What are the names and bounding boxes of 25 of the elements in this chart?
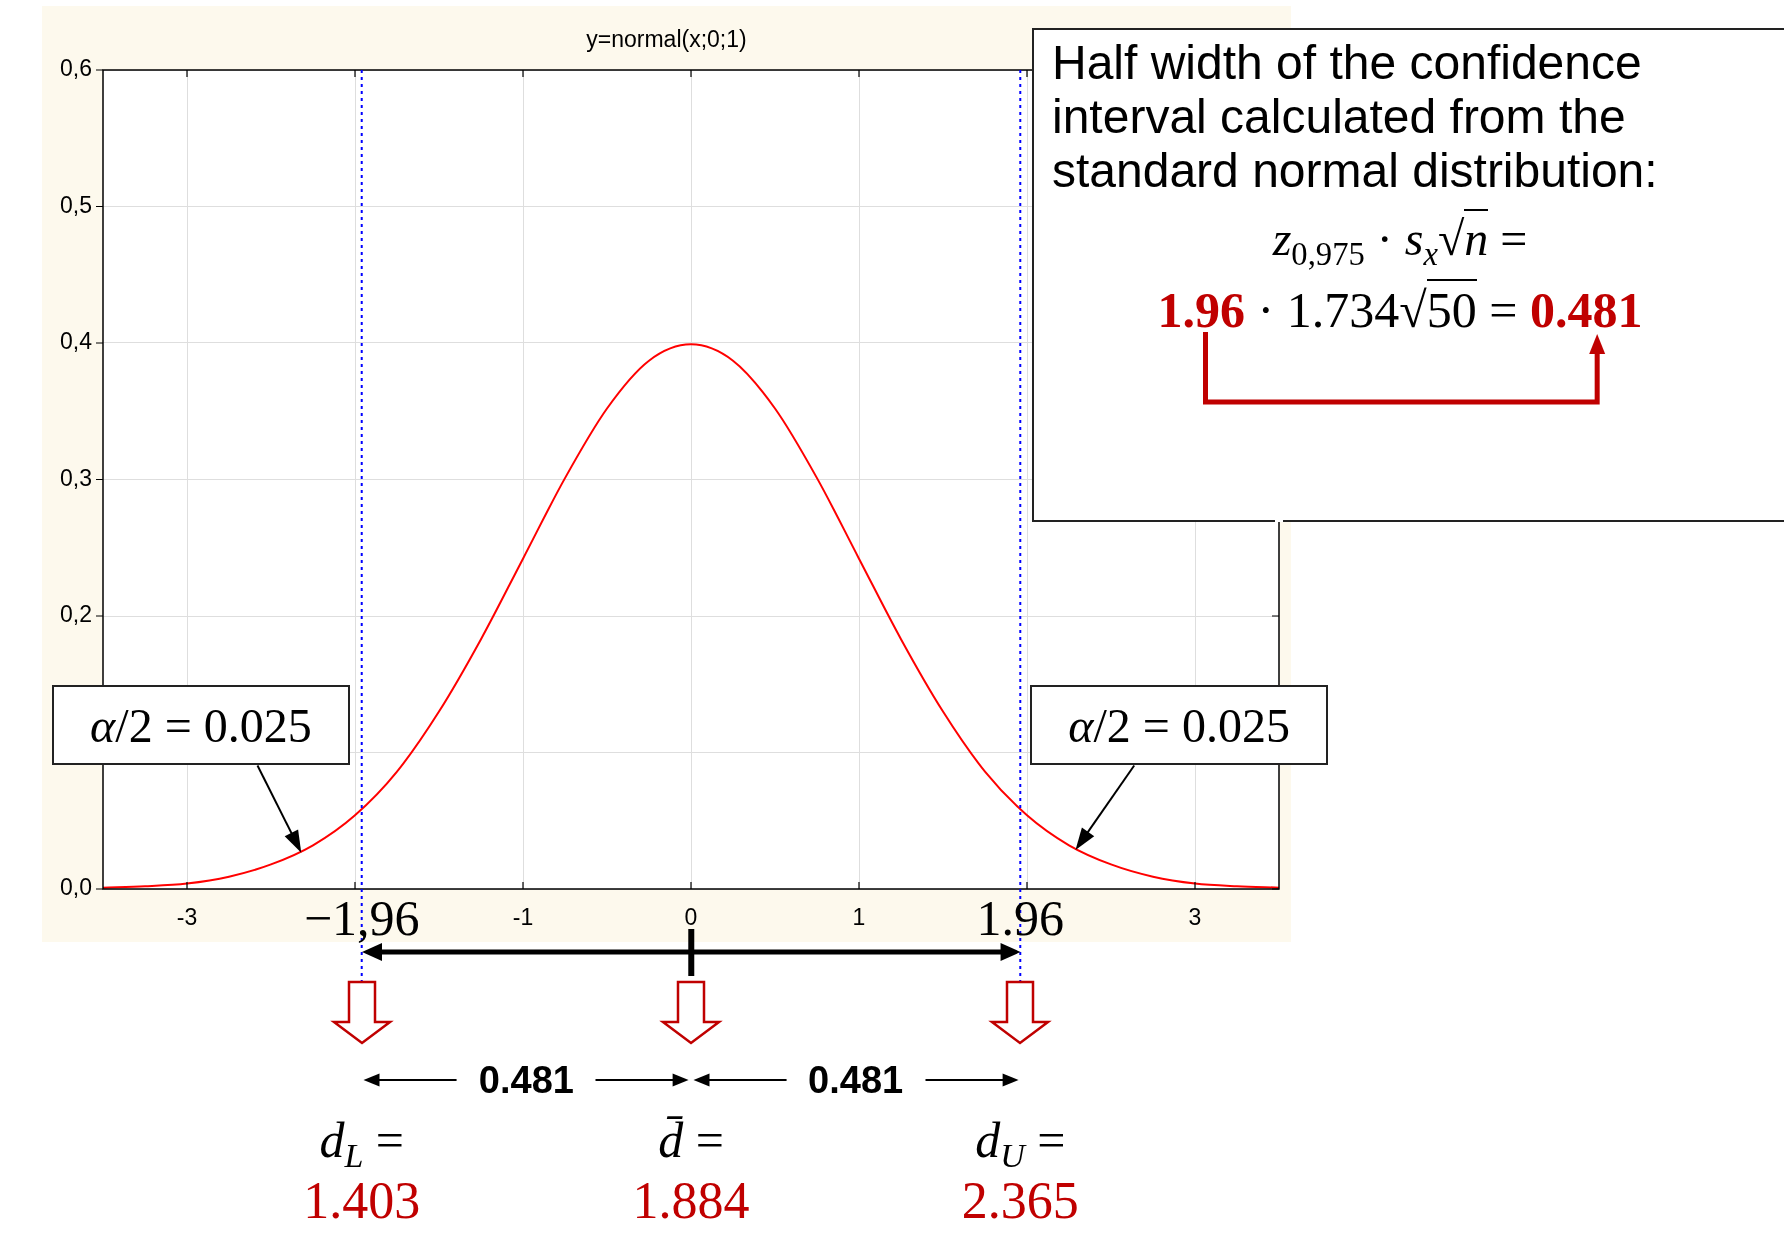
y-tick-label: 0,4: [60, 328, 93, 355]
chart-title: y=normal(x;0;1): [586, 25, 747, 53]
x-tick-label: 1: [852, 904, 866, 931]
ref-line-label: 1.96: [976, 890, 1065, 946]
text: 1.884: [632, 1170, 750, 1230]
annotation: α/2 = 0.025: [1068, 697, 1290, 753]
x-tick-label: 3: [1188, 904, 1202, 931]
x-tick-label: 0: [684, 904, 698, 931]
ref-line-label: −1,96: [303, 890, 420, 946]
y-tick-label: 0,0: [60, 874, 92, 901]
text: 0.481: [1529, 282, 1643, 338]
annotation: α/2 = 0.025: [90, 697, 312, 753]
annotation: z$_{0,975}$ · s$_{x}$√n =: [1272, 210, 1528, 272]
x-tick-label: -3: [176, 904, 198, 931]
annotation: 1.96: [1157, 282, 1246, 338]
x-tick-label: -1: [512, 904, 534, 931]
y-tick-label: 0,3: [60, 464, 92, 491]
text: d̄ =: [658, 1111, 724, 1169]
y-tick-label: 0,5: [60, 191, 92, 218]
y-tick-label: 0,2: [60, 601, 92, 628]
annotation: · 1.734√50 =: [1257, 281, 1518, 338]
text: 0.481: [808, 1058, 904, 1102]
y-tick-label: 0,6: [60, 55, 92, 82]
annotation: Half width of the confidence interval calculated from the standard normal distribution:: [1052, 36, 1658, 197]
text: 0.481: [478, 1058, 574, 1102]
